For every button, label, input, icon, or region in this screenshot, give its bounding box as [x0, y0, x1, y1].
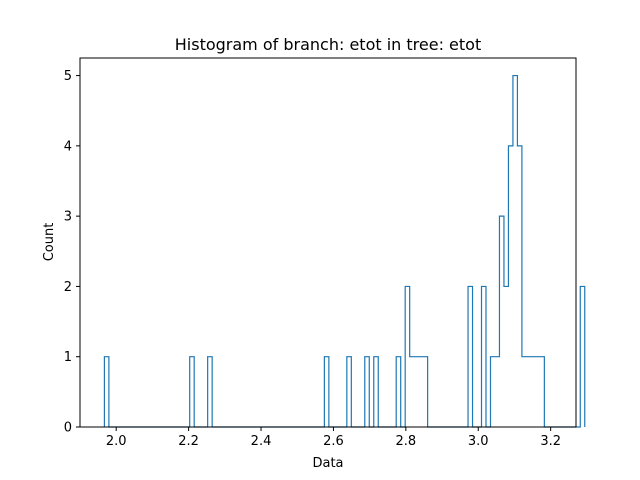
chart-title: Histogram of branch: etot in tree: etot	[175, 35, 481, 54]
x-tick-label: 3.2	[540, 434, 561, 449]
x-tick-label: 2.4	[251, 434, 272, 449]
y-tick-label: 4	[64, 139, 72, 154]
axes-frame	[79, 57, 577, 428]
y-tick-label: 3	[64, 210, 72, 225]
y-tick-label: 5	[64, 69, 72, 84]
y-tick-label: 2	[64, 280, 72, 295]
x-tick-label: 2.2	[178, 434, 199, 449]
y-axis: 0 1 2 3 4 5	[64, 69, 80, 436]
plot-area	[103, 74, 586, 428]
y-axis-label: Count	[42, 223, 57, 262]
x-axis: 2.0 2.2 2.4 2.6 2.8 3.0 3.2	[106, 427, 561, 449]
y-tick-label: 1	[64, 350, 72, 365]
x-tick-label: 2.6	[323, 434, 344, 449]
x-tick-label: 3.0	[468, 434, 489, 449]
x-tick-label: 2.8	[395, 434, 416, 449]
y-tick-label: 0	[64, 421, 72, 436]
histogram-step-outline	[103, 74, 586, 428]
x-axis-label: Data	[312, 456, 343, 471]
x-tick-label: 2.0	[106, 434, 127, 449]
